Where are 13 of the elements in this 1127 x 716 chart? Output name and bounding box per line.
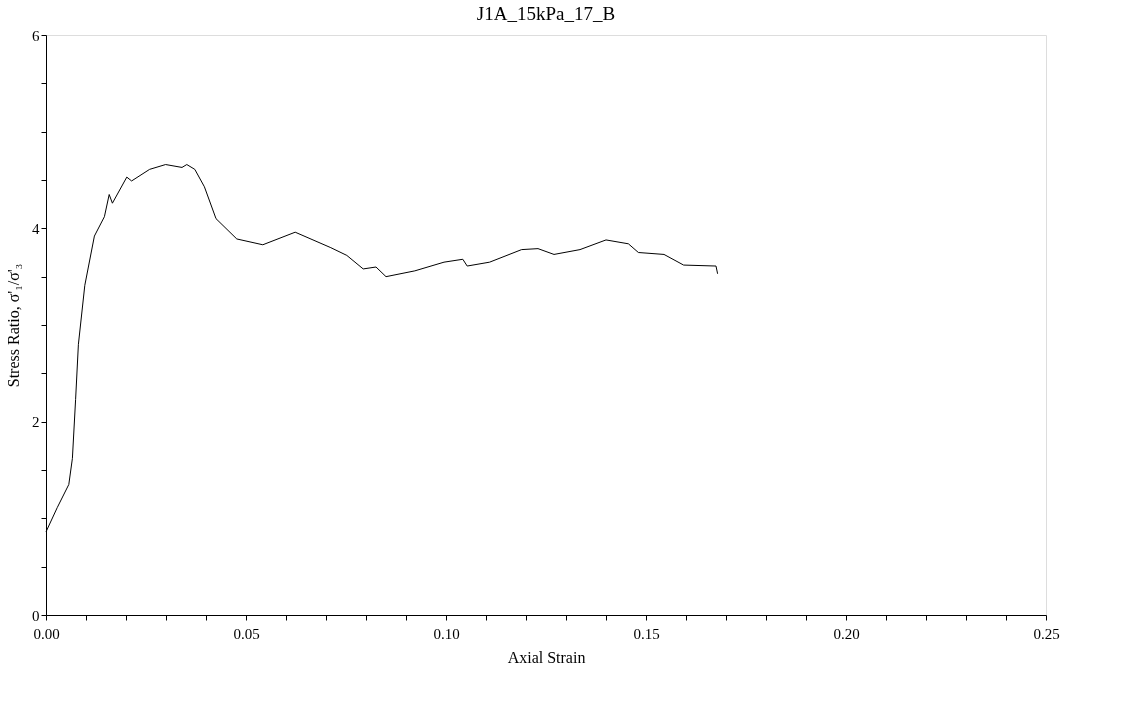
y-tick-label: 6 xyxy=(32,27,40,44)
x-tick-label: 0.00 xyxy=(33,625,60,642)
x-tick-label: 0.10 xyxy=(433,625,460,642)
x-axis-title: Axial Strain xyxy=(507,648,586,666)
chart-title: J1A_15kPa_17_B xyxy=(476,3,616,24)
y-tick-label: 2 xyxy=(32,414,40,431)
y-tick-label: 4 xyxy=(32,220,40,237)
x-tick-label: 0.25 xyxy=(1033,625,1060,642)
x-tick-label: 0.20 xyxy=(833,625,860,642)
y-tick-label: 0 xyxy=(32,607,40,624)
y-axis-title: Stress Ratio, σ'₁/σ'₃ xyxy=(5,263,22,388)
x-tick-label: 0.05 xyxy=(233,625,260,642)
x-tick-label: 0.15 xyxy=(633,625,660,642)
